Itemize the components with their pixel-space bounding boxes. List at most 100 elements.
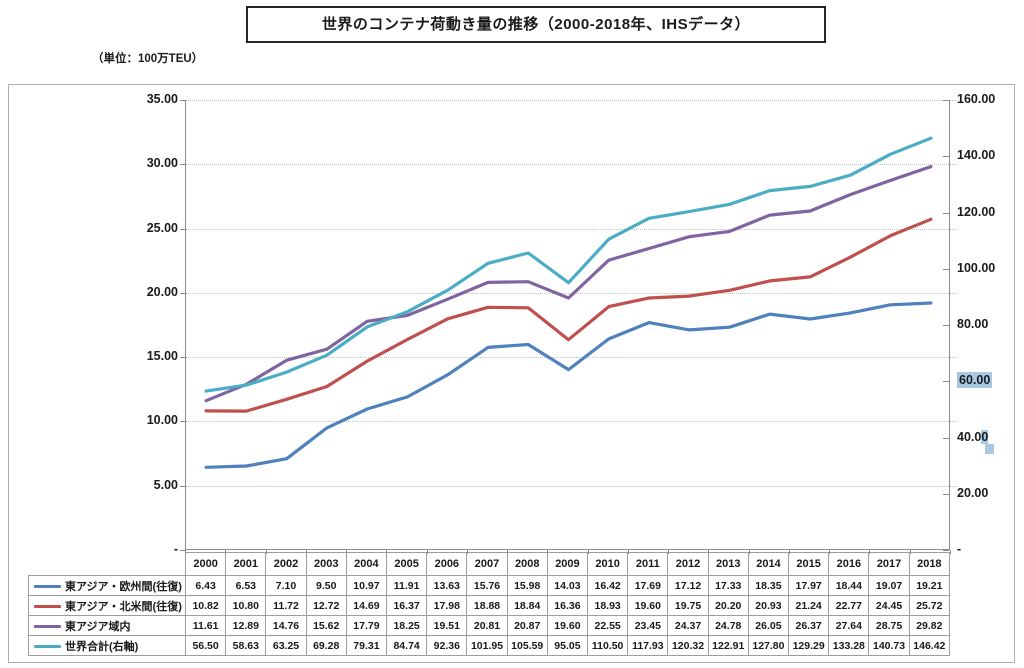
left-axis-tick <box>180 485 186 487</box>
value-cell: 12.89 <box>225 615 267 636</box>
value-cell: 16.36 <box>546 595 589 616</box>
table-row: 東アジア・欧州間(往復) 6.43 6.53 7.10 9.50 10.97 11.91 13… <box>28 575 951 596</box>
year-header-cell: 2014 <box>747 552 790 576</box>
value-cell: 63.25 <box>265 635 307 656</box>
y-axis-label-left: 10.00 <box>146 413 178 428</box>
x-axis-tick <box>547 550 549 554</box>
value-cell: 69.28 <box>305 635 347 656</box>
left-axis-tick <box>180 164 186 166</box>
value-cell: 58.63 <box>225 635 267 656</box>
legend-series-name: 東アジア・北米間(往復) <box>65 600 182 613</box>
chart-title: 世界のコンテナ荷動き量の推移（2000-2018年、IHSデータ） <box>246 6 826 43</box>
value-cell: 120.32 <box>667 635 709 656</box>
value-cell: 17.98 <box>426 595 468 616</box>
year-header-cell: 2010 <box>587 552 629 576</box>
value-cell: 14.03 <box>546 575 589 596</box>
series-plot <box>204 136 933 469</box>
x-axis-tick <box>909 550 911 554</box>
value-cell: 14.76 <box>265 615 307 636</box>
value-cell: 18.25 <box>386 615 428 636</box>
value-cell: 15.76 <box>466 575 508 596</box>
value-cell: 13.63 <box>426 575 468 596</box>
value-cell: 19.21 <box>908 575 951 596</box>
x-axis-tick <box>386 550 388 554</box>
left-axis-tick <box>180 550 186 551</box>
y-axis-label-right: 40.00 <box>957 429 989 444</box>
table-row: 世界合計(右軸) 56.50 58.63 63.25 69.28 79.31 84.74 92… <box>28 635 951 656</box>
year-header-cell: 2008 <box>506 552 548 576</box>
value-cell: 18.88 <box>466 595 508 616</box>
gridline <box>186 357 957 359</box>
value-cell: 22.77 <box>828 595 870 616</box>
value-cell: 28.75 <box>868 615 910 636</box>
value-cell: 92.36 <box>426 635 468 656</box>
value-cell: 17.97 <box>788 575 830 596</box>
legend-line-swatch <box>34 645 61 649</box>
right-axis-tick <box>943 156 949 158</box>
value-cell: 9.50 <box>305 575 347 596</box>
x-axis-tick <box>305 550 307 554</box>
selection-highlight: 0 <box>981 429 989 444</box>
value-cell: 17.69 <box>627 575 669 596</box>
y-axis-label-right: 20.00 <box>957 485 989 500</box>
value-cell: 24.37 <box>667 615 709 636</box>
series-line-1 <box>204 217 933 413</box>
x-axis-tick <box>829 550 831 554</box>
x-axis-tick <box>466 550 468 554</box>
value-cell: 10.82 <box>184 595 227 616</box>
value-cell: 20.20 <box>707 595 749 616</box>
value-cell: 95.05 <box>546 635 589 656</box>
value-cell: 19.07 <box>868 575 910 596</box>
value-cell: 110.50 <box>587 635 629 656</box>
value-cell: 15.62 <box>305 615 347 636</box>
x-axis-tick <box>668 550 670 554</box>
value-cell: 20.81 <box>466 615 508 636</box>
value-cell: 6.53 <box>225 575 267 596</box>
value-cell: 127.80 <box>747 635 790 656</box>
year-header-cell: 2007 <box>466 552 508 576</box>
value-cell: 79.31 <box>345 635 388 656</box>
value-cell: 12.72 <box>305 595 347 616</box>
legend-line-swatch <box>34 625 61 629</box>
value-cell: 20.93 <box>747 595 790 616</box>
value-cell: 14.69 <box>345 595 388 616</box>
value-cell: 26.05 <box>747 615 790 636</box>
gridline <box>186 421 957 423</box>
y-axis-label-right: 80.00 <box>957 317 989 331</box>
right-axis-tick <box>943 493 949 495</box>
plot-area <box>185 100 957 550</box>
x-axis-tick <box>869 550 871 554</box>
legend-cell: 東アジア・北米間(往復) <box>28 595 186 616</box>
value-cell: 16.37 <box>386 595 428 616</box>
x-axis-tick <box>265 550 267 554</box>
right-axis-tick <box>943 100 949 101</box>
value-cell: 56.50 <box>184 635 227 656</box>
value-cell: 15.98 <box>506 575 548 596</box>
gridline <box>186 100 957 101</box>
x-axis-tick <box>426 550 428 554</box>
value-cell: 7.10 <box>265 575 307 596</box>
year-header-cell: 2005 <box>386 552 428 576</box>
value-cell: 146.42 <box>908 635 951 656</box>
left-axis-tick <box>180 357 186 359</box>
series-line-0 <box>204 301 933 469</box>
value-cell: 10.97 <box>345 575 388 596</box>
value-cell: 17.79 <box>345 615 388 636</box>
unit-label: （単位：100万TEU） <box>92 53 204 65</box>
x-axis-tick <box>950 550 951 554</box>
value-cell: 18.35 <box>747 575 790 596</box>
legend-line-swatch <box>34 585 61 589</box>
value-cell: 11.61 <box>184 615 227 636</box>
value-cell: 17.12 <box>667 575 709 596</box>
value-cell: 20.87 <box>506 615 548 636</box>
year-header-cell: 2004 <box>345 552 388 576</box>
value-cell: 133.28 <box>828 635 870 656</box>
y-axis-label-left: - <box>173 542 178 556</box>
value-cell: 18.44 <box>828 575 870 596</box>
y-axis-label-right: 140.00 <box>957 148 996 163</box>
value-cell: 19.51 <box>426 615 468 636</box>
value-cell: 19.60 <box>627 595 669 616</box>
y-axis-label-left: 25.00 <box>146 220 178 235</box>
right-axis-tick <box>943 268 949 270</box>
y-axis-label-left: 15.00 <box>146 349 178 364</box>
